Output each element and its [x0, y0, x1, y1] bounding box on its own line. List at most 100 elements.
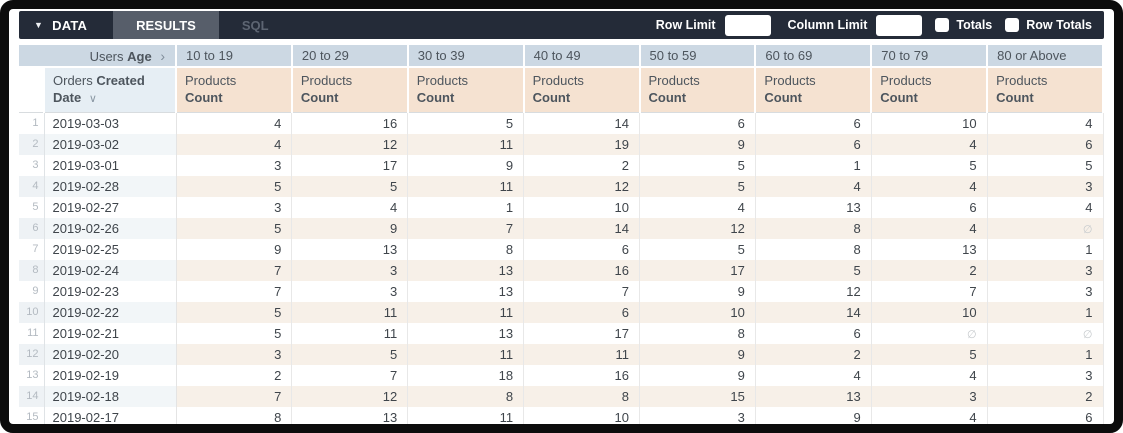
measure-header-6[interactable]: Products Count [871, 67, 989, 113]
value-cell[interactable]: 14 [523, 217, 640, 239]
value-cell[interactable]: 4 [176, 112, 293, 134]
date-cell[interactable]: 2019-02-21 [44, 322, 177, 344]
date-cell[interactable]: 2019-03-02 [44, 133, 177, 155]
value-cell[interactable]: 19 [523, 133, 640, 155]
value-cell[interactable]: 8 [755, 238, 872, 260]
value-cell[interactable]: 9 [176, 238, 293, 260]
value-cell[interactable]: 5 [871, 154, 988, 176]
row-dimension-header[interactable]: Orders Created Date ∨ [44, 67, 177, 113]
value-cell[interactable]: 8 [176, 406, 293, 424]
date-cell[interactable]: 2019-02-24 [44, 259, 177, 281]
value-cell[interactable]: 4 [871, 406, 988, 424]
value-cell[interactable]: 7 [523, 280, 640, 302]
value-cell[interactable]: 15 [639, 385, 756, 407]
value-cell[interactable]: 10 [523, 406, 640, 424]
value-cell[interactable]: 7 [176, 280, 293, 302]
value-cell[interactable]: 13 [755, 385, 872, 407]
date-cell[interactable]: 2019-02-19 [44, 364, 177, 386]
value-cell[interactable]: 3 [871, 385, 988, 407]
value-cell[interactable]: 2 [523, 154, 640, 176]
value-cell[interactable]: 11 [291, 301, 409, 323]
value-cell[interactable]: ∅ [871, 322, 988, 344]
value-cell[interactable]: 1 [987, 343, 1104, 365]
value-cell[interactable]: 3 [987, 259, 1104, 281]
value-cell[interactable]: 4 [987, 112, 1104, 134]
date-cell[interactable]: 2019-02-22 [44, 301, 177, 323]
value-cell[interactable]: 13 [291, 406, 409, 424]
value-cell[interactable]: 3 [291, 280, 409, 302]
pivot-dimension-header[interactable]: Users Age › [19, 45, 177, 68]
value-cell[interactable]: 6 [755, 112, 872, 134]
date-cell[interactable]: 2019-02-27 [44, 196, 177, 218]
value-cell[interactable]: 7 [176, 259, 293, 281]
value-cell[interactable]: 4 [639, 196, 756, 218]
value-cell[interactable]: 7 [291, 364, 409, 386]
value-cell[interactable]: 5 [639, 154, 756, 176]
value-cell[interactable]: 18 [407, 364, 525, 386]
value-cell[interactable]: 9 [639, 343, 756, 365]
value-cell[interactable]: 10 [871, 112, 988, 134]
date-cell[interactable]: 2019-02-26 [44, 217, 177, 239]
value-cell[interactable]: 13 [407, 280, 525, 302]
value-cell[interactable]: 6 [987, 133, 1104, 155]
column-limit-input[interactable] [876, 14, 923, 36]
value-cell[interactable]: 14 [523, 112, 640, 134]
pivot-bucket-1[interactable]: 20 to 29 [291, 45, 409, 68]
value-cell[interactable]: 6 [523, 238, 640, 260]
date-cell[interactable]: 2019-02-23 [44, 280, 177, 302]
totals-toggle[interactable]: Totals [935, 18, 992, 32]
pivot-bucket-2[interactable]: 30 to 39 [407, 45, 525, 68]
value-cell[interactable]: 5 [871, 343, 988, 365]
value-cell[interactable]: 11 [407, 301, 525, 323]
value-cell[interactable]: 5 [987, 154, 1104, 176]
value-cell[interactable]: 13 [755, 196, 872, 218]
value-cell[interactable]: 3 [176, 343, 293, 365]
value-cell[interactable]: 10 [639, 301, 756, 323]
tab-results[interactable]: RESULTS [113, 11, 219, 39]
totals-checkbox[interactable] [935, 18, 950, 32]
value-cell[interactable]: 3 [987, 364, 1104, 386]
value-cell[interactable]: 9 [639, 364, 756, 386]
value-cell[interactable]: 6 [987, 406, 1104, 424]
value-cell[interactable]: 4 [755, 175, 872, 197]
value-cell[interactable]: 11 [291, 322, 409, 344]
value-cell[interactable]: 4 [755, 364, 872, 386]
value-cell[interactable]: 5 [291, 175, 409, 197]
value-cell[interactable]: 11 [407, 133, 525, 155]
value-cell[interactable]: 9 [407, 154, 525, 176]
value-cell[interactable]: 4 [871, 217, 988, 239]
value-cell[interactable]: 17 [523, 322, 640, 344]
value-cell[interactable]: 3 [176, 154, 293, 176]
value-cell[interactable]: 4 [987, 196, 1104, 218]
value-cell[interactable]: 8 [407, 385, 525, 407]
pivot-bucket-4[interactable]: 50 to 59 [639, 45, 757, 68]
value-cell[interactable]: 10 [871, 301, 988, 323]
value-cell[interactable]: 9 [639, 133, 756, 155]
row-totals-toggle[interactable]: Row Totals [1005, 18, 1092, 32]
value-cell[interactable]: 13 [291, 238, 409, 260]
measure-header-2[interactable]: Products Count [407, 67, 525, 113]
value-cell[interactable]: 6 [755, 322, 872, 344]
value-cell[interactable]: 2 [987, 385, 1104, 407]
value-cell[interactable]: 7 [407, 217, 525, 239]
value-cell[interactable]: 4 [176, 133, 293, 155]
value-cell[interactable]: 4 [871, 133, 988, 155]
value-cell[interactable]: 1 [987, 301, 1104, 323]
value-cell[interactable]: 4 [871, 175, 988, 197]
value-cell[interactable]: 16 [523, 259, 640, 281]
measure-header-1[interactable]: Products Count [291, 67, 409, 113]
value-cell[interactable]: 12 [523, 175, 640, 197]
value-cell[interactable]: 9 [755, 406, 872, 424]
value-cell[interactable]: 9 [639, 280, 756, 302]
pivot-bucket-0[interactable]: 10 to 19 [176, 45, 293, 68]
date-cell[interactable]: 2019-02-25 [44, 238, 177, 260]
value-cell[interactable]: 3 [639, 406, 756, 424]
value-cell[interactable]: 7 [871, 280, 988, 302]
pivot-bucket-6[interactable]: 70 to 79 [871, 45, 989, 68]
value-cell[interactable]: 13 [407, 259, 525, 281]
value-cell[interactable]: 9 [291, 217, 409, 239]
value-cell[interactable]: 6 [871, 196, 988, 218]
pivot-bucket-3[interactable]: 40 to 49 [523, 45, 641, 68]
measure-header-3[interactable]: Products Count [523, 67, 641, 113]
measure-header-7[interactable]: Products Count [987, 67, 1104, 113]
